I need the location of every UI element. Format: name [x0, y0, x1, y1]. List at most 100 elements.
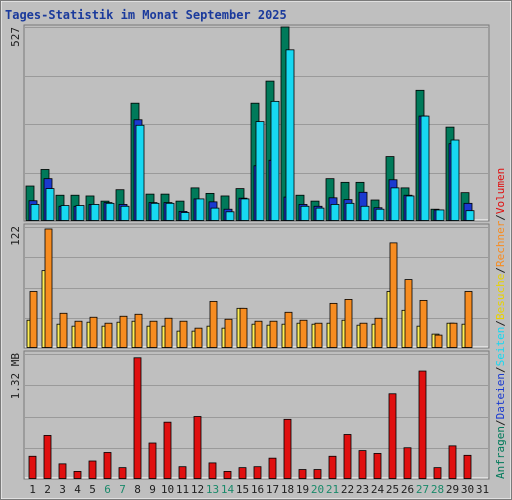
legend-entry: Rechner — [494, 220, 507, 267]
x-tick-label-day-22: 22 — [341, 483, 354, 496]
bar-seiten-day-29 — [450, 139, 460, 221]
legend-entry: Besuche — [494, 274, 507, 320]
x-tick-label-day-6: 6 — [104, 483, 111, 496]
ymax-label-bottom: 1.32 MB — [9, 353, 22, 400]
bar-seiten-day-4 — [75, 205, 85, 221]
bar-volumen-day-17 — [268, 457, 277, 479]
bar-rechner-day-5 — [89, 316, 98, 348]
legend-entry: Anfragen — [494, 426, 507, 479]
bar-rechner-day-30 — [464, 291, 473, 348]
x-tick-label-day-19: 19 — [296, 483, 309, 496]
bar-rechner-day-24 — [374, 317, 383, 348]
bar-volumen-day-13 — [208, 462, 217, 479]
bar-rechner-day-3 — [59, 312, 68, 348]
panel-top: 527 — [9, 24, 490, 222]
x-tick-label-day-4: 4 — [74, 483, 81, 496]
bar-rechner-day-27 — [419, 299, 428, 348]
x-tick-label-day-17: 17 — [266, 483, 279, 496]
bar-rechner-day-20 — [314, 322, 323, 348]
bar-volumen-day-28 — [433, 467, 442, 479]
panel-middle: 122 — [9, 223, 490, 349]
x-tick-label-day-2: 2 — [44, 483, 51, 496]
bar-rechner-day-11 — [179, 320, 188, 348]
bar-volumen-day-8 — [133, 357, 142, 479]
bar-seiten-day-7 — [120, 205, 130, 221]
x-tick-label-day-23: 23 — [356, 483, 369, 496]
bar-volumen-day-21 — [328, 455, 337, 479]
bar-rechner-day-17 — [269, 320, 278, 348]
bar-rechner-day-13 — [209, 300, 218, 348]
bar-seiten-day-23 — [360, 205, 370, 221]
bar-volumen-day-29 — [448, 445, 457, 479]
x-tick-label-day-31: 31 — [476, 483, 489, 496]
legend-entry: Seiten — [494, 327, 507, 367]
x-tick-label-day-25: 25 — [386, 483, 399, 496]
bar-rechner-day-23 — [359, 322, 368, 348]
x-tick-label-day-26: 26 — [401, 483, 414, 496]
x-tick-label-day-27: 27 — [416, 483, 429, 496]
bar-volumen-day-25 — [388, 393, 397, 479]
x-tick-label-day-1: 1 — [29, 483, 36, 496]
bar-volumen-day-3 — [58, 463, 67, 479]
legend-entry: / — [494, 419, 507, 426]
bar-rechner-day-15 — [239, 307, 248, 348]
x-tick-label-day-12: 12 — [191, 483, 204, 496]
bar-volumen-day-15 — [238, 467, 247, 479]
x-tick-label-day-14: 14 — [221, 483, 235, 496]
ymax-label-middle: 122 — [9, 226, 22, 246]
bar-rechner-day-2 — [44, 228, 53, 348]
bar-volumen-day-18 — [283, 418, 292, 479]
bar-rechner-day-29 — [449, 322, 458, 348]
bar-seiten-day-30 — [465, 210, 475, 221]
bar-volumen-day-14 — [223, 471, 232, 479]
bar-seiten-day-28 — [435, 209, 445, 221]
bar-rechner-day-19 — [299, 319, 308, 348]
legend-entry: / — [494, 267, 507, 274]
bar-rechner-day-25 — [389, 242, 398, 348]
x-tick-label-day-15: 15 — [236, 483, 249, 496]
x-tick-label-day-7: 7 — [119, 483, 126, 496]
legend-entry: / — [494, 214, 507, 221]
bar-rechner-day-4 — [74, 320, 83, 348]
bar-seiten-day-25 — [390, 187, 400, 221]
bar-volumen-day-23 — [358, 450, 367, 479]
x-tick-label-day-29: 29 — [446, 483, 459, 496]
bar-volumen-day-30 — [463, 454, 472, 479]
bar-rechner-day-16 — [254, 320, 263, 348]
bar-seiten-day-5 — [90, 204, 100, 221]
bar-seiten-day-20 — [315, 207, 325, 221]
bar-volumen-day-24 — [373, 453, 382, 479]
bar-rechner-day-12 — [194, 327, 203, 348]
bar-seiten-day-17 — [270, 100, 280, 221]
bar-rechner-day-28 — [434, 334, 443, 348]
bar-seiten-day-19 — [300, 205, 310, 221]
bar-volumen-day-1 — [28, 455, 37, 479]
bar-seiten-day-1 — [30, 204, 40, 221]
bar-volumen-day-6 — [103, 452, 112, 479]
x-tick-label-day-13: 13 — [206, 483, 219, 496]
legend-entry: Volumen — [494, 168, 507, 214]
legend-entry: / — [494, 366, 507, 373]
bar-seiten-day-18 — [285, 49, 295, 221]
bar-seiten-day-11 — [180, 212, 190, 221]
bar-rechner-day-8 — [134, 313, 143, 348]
legend: Anfragen/Dateien/Seiten/Besuche/Rechner/… — [494, 168, 507, 479]
bar-volumen-day-16 — [253, 466, 262, 479]
x-tick-label-day-10: 10 — [161, 483, 174, 496]
legend-entry: Dateien — [494, 373, 507, 419]
x-tick-label-day-3: 3 — [59, 483, 66, 496]
bar-seiten-day-13 — [210, 207, 220, 221]
bar-rechner-day-22 — [344, 299, 353, 348]
x-tick-label-day-5: 5 — [89, 483, 96, 496]
x-tick-label-day-11: 11 — [176, 483, 189, 496]
bar-seiten-day-16 — [255, 121, 265, 221]
bar-seiten-day-27 — [420, 115, 430, 221]
bar-volumen-day-11 — [178, 466, 187, 479]
legend-entry: / — [494, 320, 507, 327]
bar-seiten-day-26 — [405, 195, 415, 221]
bar-volumen-day-27 — [418, 370, 427, 479]
bar-volumen-day-26 — [403, 447, 412, 479]
x-tick-label-day-21: 21 — [326, 483, 339, 496]
x-tick-label-day-24: 24 — [371, 483, 385, 496]
